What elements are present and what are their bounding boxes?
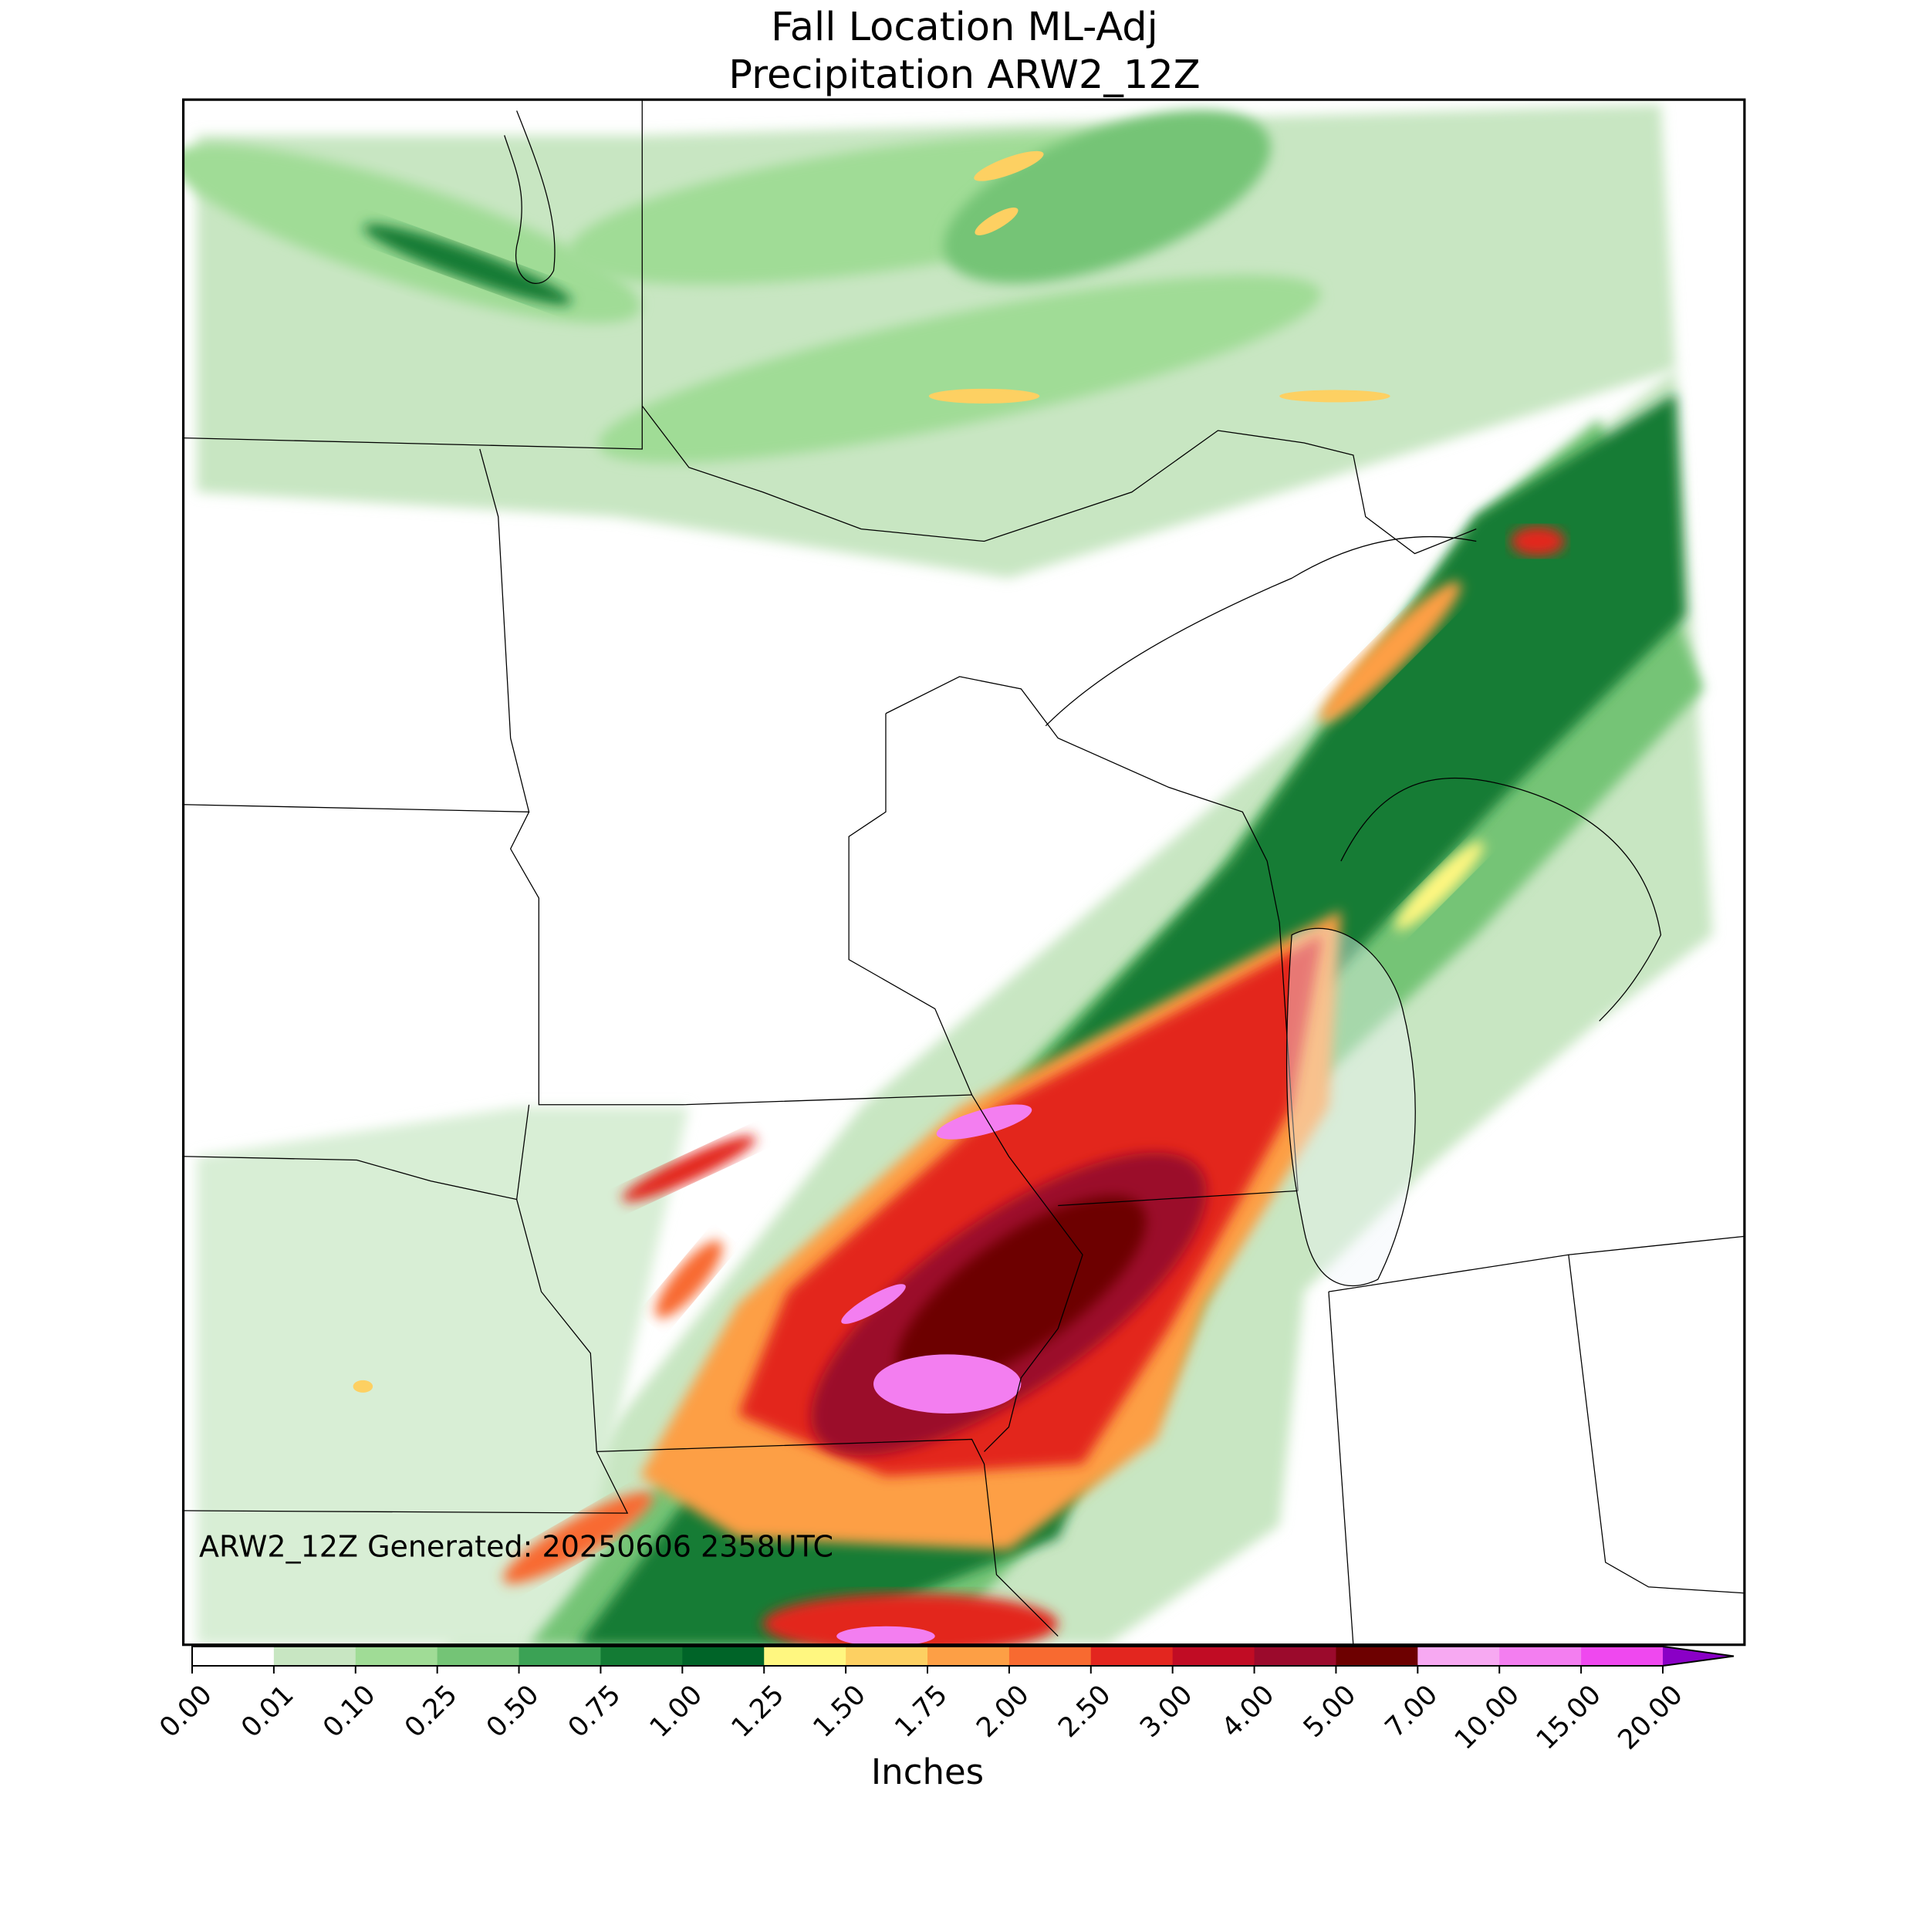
colorbar-bin (519, 1647, 601, 1666)
colorbar-bin (1581, 1647, 1664, 1666)
colorbar-tick-label: 2.50 (1052, 1680, 1117, 1744)
map (181, 98, 1746, 1647)
colorbar-tick-label: 20.00 (1613, 1680, 1689, 1756)
colorbar-bin (764, 1647, 846, 1666)
colorbar-tick-label: 3.00 (1134, 1680, 1198, 1744)
colorbar-bin (1008, 1647, 1092, 1666)
colorbar-tick-label: 15.00 (1531, 1680, 1607, 1756)
colorbar-tick-label: 4.00 (1216, 1680, 1280, 1744)
colorbar-bin (1417, 1647, 1500, 1666)
colorbar-bin (927, 1647, 1010, 1666)
annotation: ARW2_12Z Generated: 20250606 2358UTC (199, 1530, 833, 1564)
map-frame (181, 98, 1746, 1647)
title-line-1: Fall Location ML-Adj (771, 5, 1158, 50)
colorbar-bin (1499, 1647, 1582, 1666)
colorbar-tick-label: 0.25 (399, 1680, 463, 1744)
colorbar-bin (437, 1647, 520, 1666)
colorbar-bin (600, 1647, 683, 1666)
colorbar-tick-label: 1.50 (808, 1680, 872, 1744)
colorbar-tick-label: 0.50 (481, 1680, 545, 1744)
precip-field (183, 104, 1713, 1645)
colorbar-outline (191, 1646, 1735, 1667)
colorbar-bin (846, 1647, 928, 1666)
colorbar-bin (273, 1647, 356, 1666)
colorbar-tick-label: 0.01 (235, 1680, 299, 1744)
colorbar-bin (1336, 1647, 1418, 1666)
colorbar-bin (1172, 1647, 1255, 1666)
colorbar-tick-label: 10.00 (1449, 1680, 1525, 1756)
colorbar-tick-label: 7.00 (1380, 1680, 1444, 1744)
boundaries (183, 100, 1745, 1645)
colorbar-bin (1254, 1647, 1336, 1666)
colorbar-extend (1663, 1647, 1734, 1666)
colorbar-bin (1090, 1647, 1174, 1666)
colorbar-tick-label: 0.10 (317, 1680, 381, 1744)
colorbar-tick-label: 5.00 (1298, 1680, 1362, 1744)
colorbar-tick-label: 0.75 (562, 1680, 627, 1744)
colorbar-label: Inches (871, 1751, 984, 1792)
colorbar-tick-label: 1.75 (890, 1680, 954, 1744)
colorbar-tick-label: 1.00 (644, 1680, 708, 1744)
colorbar-tick-label: 1.25 (726, 1680, 790, 1744)
colorbar-bin (682, 1647, 765, 1666)
colorbar-bin (192, 1647, 275, 1666)
title-line-2: Precipitation ARW2_12Z (728, 52, 1200, 98)
colorbar: 0.00 0.01 0.10 0.25 0.50 0.75 1.00 1.25 1.50 1.75… (154, 1646, 1735, 1756)
colorbar-tick-label: 0.00 (154, 1680, 218, 1744)
colorbar-tick-label: 2.00 (971, 1680, 1035, 1744)
colorbar-bin (355, 1647, 438, 1666)
